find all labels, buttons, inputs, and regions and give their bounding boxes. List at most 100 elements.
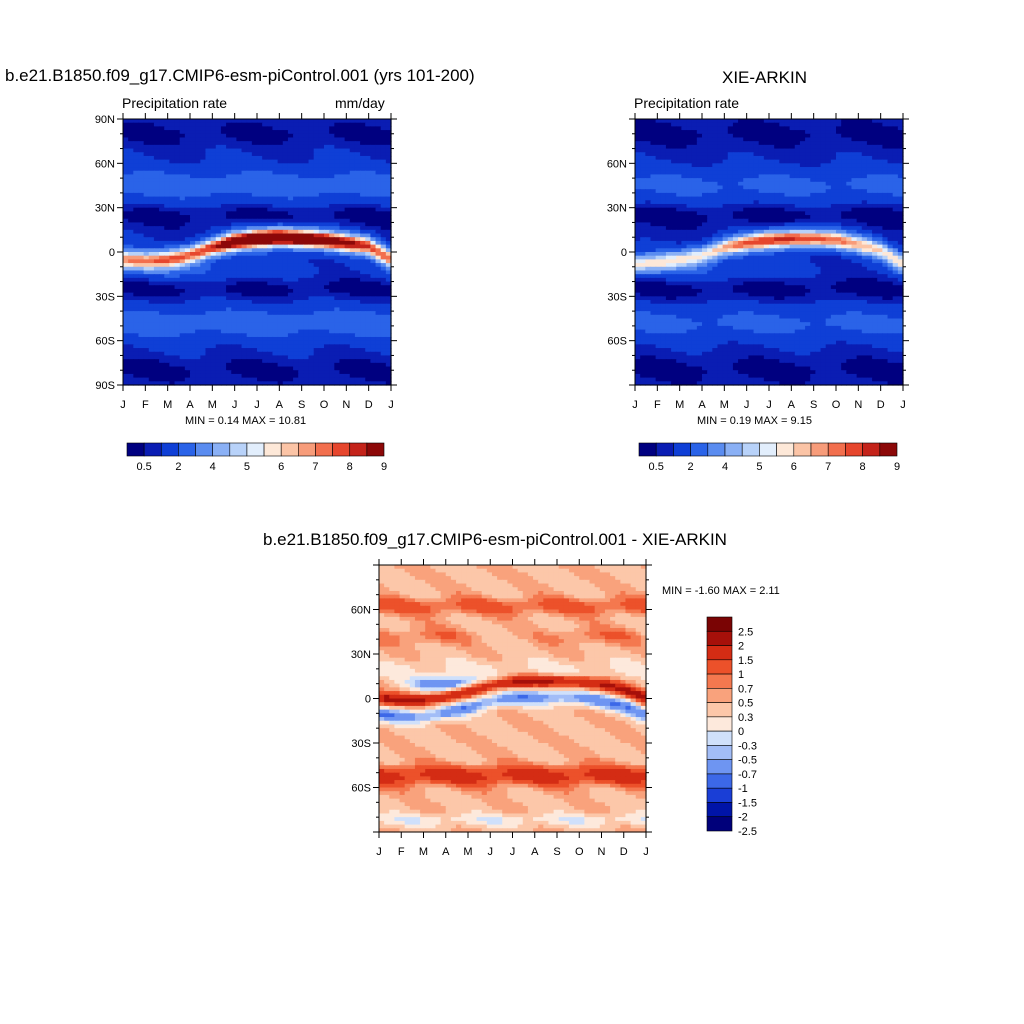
heatmap-cell [251,248,258,253]
heatmap-cell [195,314,201,320]
heatmap-cell [138,200,145,205]
heatmap-cell [143,340,150,345]
heatmap-cell [195,270,201,275]
heatmap-cell [153,218,160,224]
heatmap-cell [334,200,341,205]
heatmap-cell [329,122,335,127]
heatmap-cell [190,366,196,371]
heatmap-cell [365,300,371,305]
heatmap-cell [866,144,873,150]
heatmap-cell [282,178,289,183]
heatmap-cell [251,281,258,286]
heatmap-cell [717,119,724,124]
heatmap-cell [836,141,842,146]
heatmap-cell [722,130,729,135]
heatmap-cell [712,192,719,198]
heatmap-cell [691,174,698,179]
heatmap-cell [251,348,258,353]
heatmap-cell [257,159,263,164]
heatmap-cell [169,122,176,127]
heatmap-cell [702,144,708,150]
heatmap-cell [293,274,299,279]
heatmap-cell [861,126,868,131]
heatmap-cell [231,215,237,220]
heatmap-cell [779,122,786,127]
heatmap-cell [210,203,217,209]
heatmap-cell [159,311,165,316]
heatmap-cell [257,141,263,146]
heatmap-cell [329,314,335,320]
heatmap-cell [360,248,366,253]
heatmap-cell [861,185,868,190]
heatmap-cell [732,119,739,124]
heatmap-cell [133,192,140,198]
heatmap-cell [365,159,371,164]
heatmap-cell [887,126,894,131]
heatmap-cell [851,163,858,168]
heatmap-cell [241,218,248,224]
heatmap-cell [308,355,315,360]
heatmap-cell [769,178,775,183]
heatmap-cell [251,244,258,249]
heatmap-cell [257,248,263,253]
heatmap-cell [287,263,294,268]
heatmap-cell [210,270,217,275]
heatmap-cell [686,126,693,131]
heatmap-cell [169,307,176,312]
heatmap-cell [758,152,765,157]
heatmap-cell [640,137,646,142]
heatmap-cell [385,333,392,338]
heatmap-cell [650,152,657,157]
heatmap-cell [210,381,217,386]
heatmap-cell [318,181,325,187]
heatmap-cell [215,122,222,127]
heatmap-cell [148,130,155,135]
heatmap-cell [380,181,387,187]
heatmap-cell [308,351,315,357]
heatmap-cell [360,373,366,379]
heatmap-cell [344,362,351,368]
heatmap-cell [195,244,201,249]
heatmap-cell [732,133,739,139]
heatmap-cell [318,215,325,220]
heatmap-cell [308,281,315,286]
heatmap-cell [220,137,227,142]
heatmap-cell [190,133,196,139]
heatmap-cell [329,336,335,342]
heatmap-cell [210,226,217,231]
heatmap-cell [190,119,196,124]
heatmap-cell [324,178,330,183]
heatmap-cell [262,255,268,260]
heatmap-cell [138,203,145,209]
heatmap-cell [385,285,392,290]
heatmap-cell [324,322,330,327]
heatmap-cell [184,355,191,360]
heatmap-cell [360,130,366,135]
heatmap-cell [789,178,796,183]
heatmap-cell [794,122,801,127]
heatmap-cell [313,288,320,294]
heatmap-cell [282,344,289,349]
heatmap-cell [318,207,325,212]
heatmap-cell [365,307,371,312]
heatmap-cell [164,329,170,334]
heatmap-cell [303,362,310,368]
heatmap-cell [236,229,243,235]
heatmap-cell [354,152,361,157]
heatmap-cell [645,155,652,161]
heatmap-cell [665,185,672,190]
heatmap-cell [722,189,729,194]
heatmap-cell [702,148,708,153]
heatmap-cell [200,266,207,272]
heatmap-cell [645,178,652,183]
heatmap-cell [370,359,377,364]
heatmap-cell [324,359,330,364]
heatmap-cell [329,155,335,161]
heatmap-cell [380,355,387,360]
heatmap-cell [360,178,366,183]
heatmap-cell [354,248,361,253]
heatmap-cell [184,288,191,294]
heatmap-cell [640,133,646,139]
heatmap-cell [872,159,878,164]
heatmap-cell [277,137,284,142]
